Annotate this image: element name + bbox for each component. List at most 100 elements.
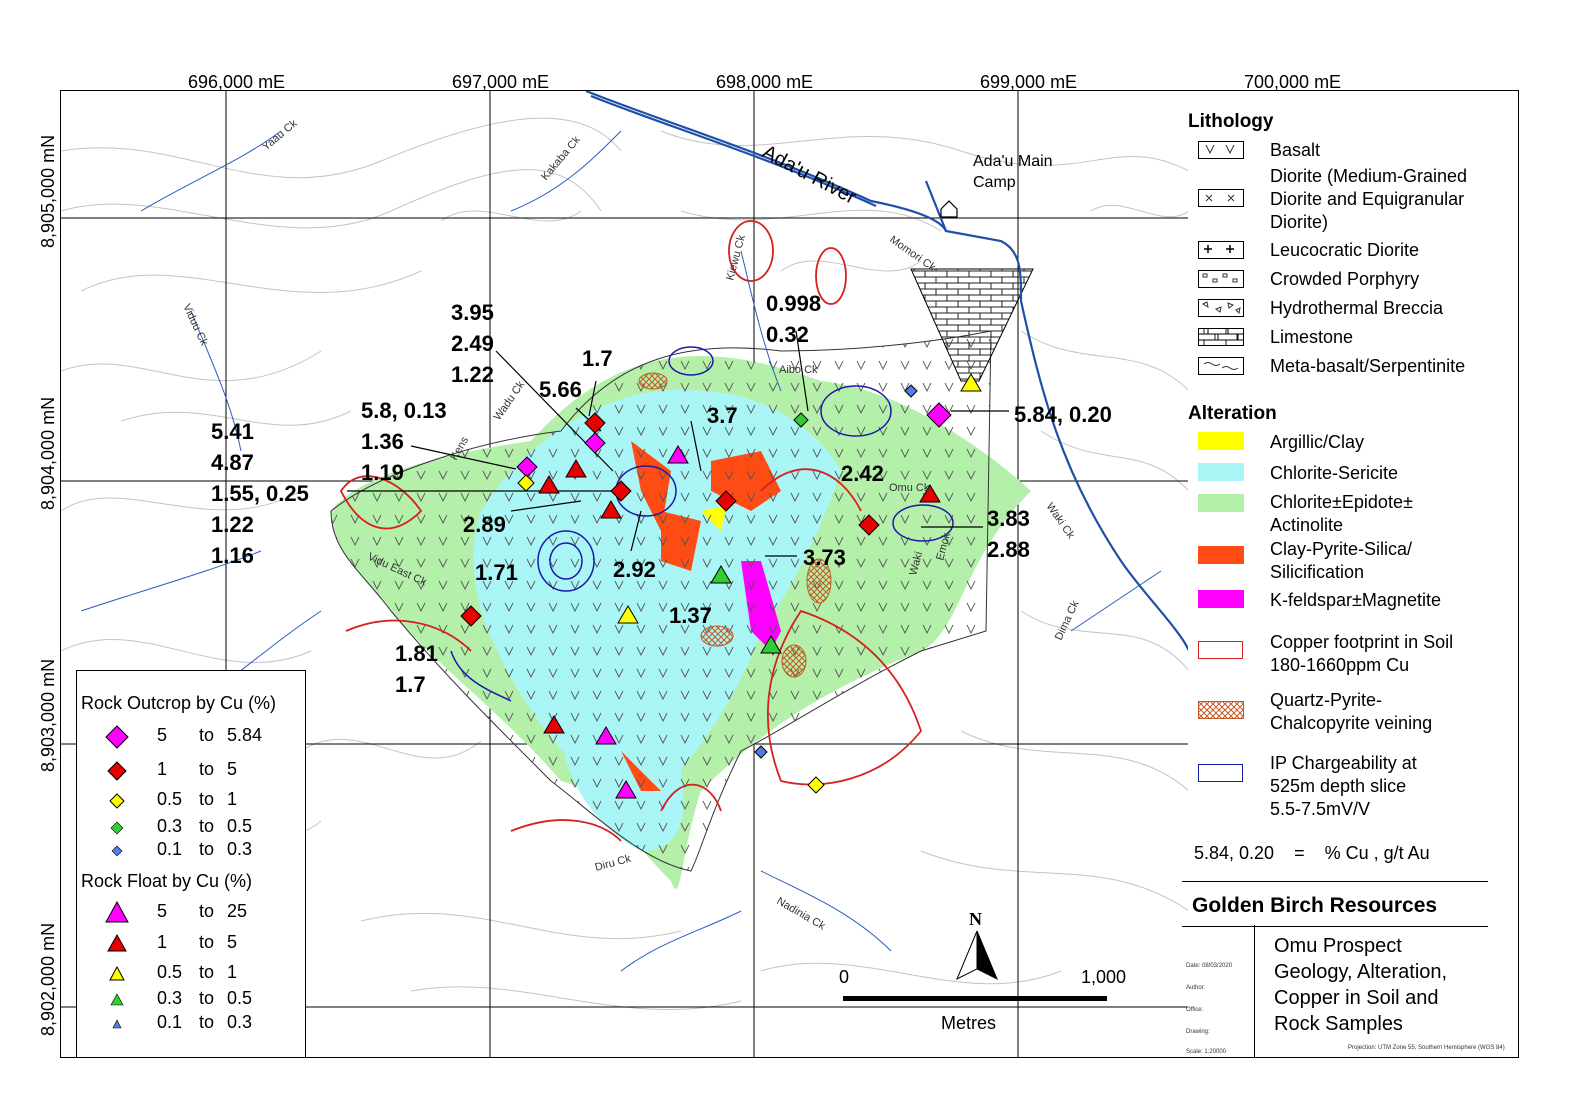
- company-name: Golden Birch Resources: [1192, 894, 1438, 917]
- easting-label-699000: 699,000 mE: [980, 72, 1078, 92]
- value-label-2-89: 2.89: [463, 512, 506, 537]
- sample-float-cu-0-3-0-5: [760, 635, 782, 654]
- legend-diorite: Diorite (Medium-Grained Diorite and Equi…: [1188, 165, 1518, 237]
- sample-float-cu-5-25: [615, 780, 637, 799]
- camp-label: Ada'u Main Camp: [973, 153, 1053, 191]
- alteration-title: Alteration: [1188, 403, 1277, 424]
- north-arrow: N: [949, 909, 1009, 981]
- sample-outcrop-cu-0-3-0-5: [793, 412, 809, 428]
- sample-outcrop-cu-0-5-1: [517, 474, 535, 492]
- camp-icon: [940, 200, 958, 218]
- basalt-unit: [330, 330, 992, 872]
- sample-float-cu-0-5-1: [617, 605, 639, 624]
- value-label-3-83: 3.83 2.88: [987, 506, 1030, 562]
- easting-label-696000: 696,000 mE: [188, 72, 286, 92]
- northing-label-8902000: 8,902,000 mN: [38, 922, 58, 1036]
- sample-float-cu-5-25: [595, 726, 617, 745]
- creek-label-waki: Waki Ck: [1044, 501, 1077, 541]
- value-label-3-73: 3.73: [803, 545, 846, 570]
- lithology-title: Lithology: [1188, 111, 1274, 132]
- sample-float-cu-5-25: [926, 402, 952, 428]
- rivers: [585, 91, 1189, 652]
- legend-panel: Lithology Basalt Diorite (Medium-Grained…: [1182, 90, 1519, 1058]
- sample-outcrop-cu-0-1-0-3: [904, 384, 918, 398]
- value-label-5-8: 5.8, 0.13 1.36 1.19: [361, 398, 447, 485]
- float-row-4: 0.3 to 0.5: [77, 988, 305, 1012]
- legend-limestone: Limestone: [1188, 324, 1518, 352]
- copper-footprint-outlines: [339, 220, 923, 842]
- sample-outcrop-cu-5: [584, 432, 606, 454]
- sample-outcrop-cu-1-5: [715, 490, 737, 512]
- river-label: Ada'u River: [759, 141, 860, 209]
- easting-label-697000: 697,000 mE: [452, 72, 550, 92]
- sample-outcrop-cu-0-5-1: [807, 776, 825, 794]
- creek-label-dima: Dima Ck: [1053, 599, 1082, 643]
- float-legend-title: Rock Float by Cu (%): [81, 871, 253, 891]
- legend-chlorite-sericite: Chlorite-Sericite: [1188, 460, 1518, 488]
- easting-label-700000: 700,000 mE: [1244, 72, 1342, 92]
- legend-crowded-porphyry: Crowded Porphyry: [1188, 266, 1518, 294]
- scale-start: 0: [839, 967, 850, 987]
- legend-quartz-veining: Quartz-Pyrite- Chalcopyrite veining: [1188, 689, 1518, 737]
- value-label-1-81: 1.81 1.7: [395, 641, 438, 697]
- value-label-3-95: 3.95 2.49 1.22: [451, 300, 494, 387]
- creek-label-wadu: Wadu Ck: [492, 379, 528, 423]
- float-row-2: 1 to 5: [77, 932, 305, 956]
- float-row-5: 0.1 to 0.3: [77, 1012, 305, 1036]
- legend-kfeldspar: K-feldspar±Magnetite: [1188, 587, 1518, 615]
- sample-outcrop-cu-0-1-0-3: [754, 745, 768, 759]
- swatch-argillic: [1198, 432, 1244, 450]
- creek-label-diru: Diru Ck: [594, 853, 633, 874]
- value-label-5-66: 5.66: [539, 377, 582, 402]
- northing-label-8904000: 8,904,000 mN: [38, 396, 58, 510]
- sample-outcrop-cu-1-5: [460, 605, 482, 627]
- map-svg: Yaau Ck Kakaba Ck Viduu Ck Kiewu Ck Momo…: [61, 91, 1189, 1057]
- legend-clay-pyrite-silica: Clay-Pyrite-Silica/ Silicification: [1188, 538, 1518, 586]
- limestone-unit: [910, 268, 1034, 382]
- creek-label-momori: Momori Ck: [887, 234, 938, 275]
- value-label-2-42: 2.42: [841, 461, 884, 486]
- north-arrow-icon: [956, 930, 998, 981]
- legend-chlorite-epidote: Chlorite±Epidote± Actinolite: [1188, 491, 1518, 539]
- creek-label-viduu: Viduu Ck: [180, 302, 210, 348]
- rock-sample-legend: Rock Outcrop by Cu (%) 5 to 5.84 1 to 5 0.5 t…: [76, 670, 306, 1058]
- sample-float-cu-1-5: [919, 484, 941, 503]
- info-column: Date: 08/03/2020 Author: Office: Drawing…: [1182, 925, 1255, 1057]
- value-label-2-92: 2.92: [613, 557, 656, 582]
- sample-outcrop-cu-1-5: [858, 514, 880, 536]
- value-label-1-71: 1.71: [475, 560, 518, 585]
- float-row-3: 0.5 to 1: [77, 962, 305, 986]
- map-title: Omu Prospect Geology, Alteration, Copper…: [1274, 935, 1448, 1035]
- sample-markers: [460, 373, 982, 799]
- sample-float-cu-1-5: [538, 475, 560, 494]
- sample-float-cu-5-25: [667, 445, 689, 464]
- sample-outcrop-cu-1-5: [610, 480, 632, 502]
- quartz-veining-zones: [638, 372, 832, 678]
- outcrop-legend-title: Rock Outcrop by Cu (%): [81, 693, 277, 713]
- scale-unit: Metres: [941, 1013, 997, 1033]
- legend-basalt: Basalt: [1188, 137, 1518, 165]
- value-label-3-7: 3.7: [707, 403, 738, 428]
- legend-argillic: Argillic/Clay: [1188, 429, 1518, 457]
- creek-label-yaau: Yaau Ck: [260, 117, 300, 153]
- easting-label-698000: 698,000 mE: [716, 72, 814, 92]
- creek-label-aibo: Aibo Ck: [779, 364, 818, 376]
- map-frame[interactable]: Yaau Ck Kakaba Ck Viduu Ck Kiewu Ck Momo…: [60, 90, 1190, 1058]
- value-label-1-37: 1.37: [669, 603, 712, 628]
- legend-copper-footprint: Copper footprint in Soil 180-1660ppm Cu: [1188, 631, 1518, 679]
- outcrop-row-4: 0.3 to 0.5: [77, 816, 305, 840]
- leader-lines: [347, 330, 1009, 557]
- creek-label-kiewu: Kiewu Ck: [724, 233, 748, 281]
- creek-label-nadinia: Nadinia Ck: [775, 895, 828, 933]
- sample-float-cu-1-5: [565, 459, 587, 478]
- outcrop-row-5: 0.1 to 0.3: [77, 839, 305, 863]
- sample-float-cu-0-5-1: [960, 373, 982, 392]
- creek-label-omu: Omu Ck: [889, 482, 930, 494]
- northing-label-8905000: 8,905,000 mN: [38, 134, 58, 248]
- outcrop-row-3: 0.5 to 1: [77, 789, 305, 813]
- value-label-5-84: 5.84, 0.20: [1014, 402, 1112, 427]
- legend-meta-basalt: Meta-basalt/Serpentinite: [1188, 353, 1518, 381]
- ip-chargeability-outlines: [450, 346, 954, 702]
- units-note: 5.84, 0.20 = % Cu , g/t Au: [1194, 843, 1430, 863]
- projection-note: Projection: UTM Zone 55, Southern Hemisp…: [1348, 1045, 1505, 1051]
